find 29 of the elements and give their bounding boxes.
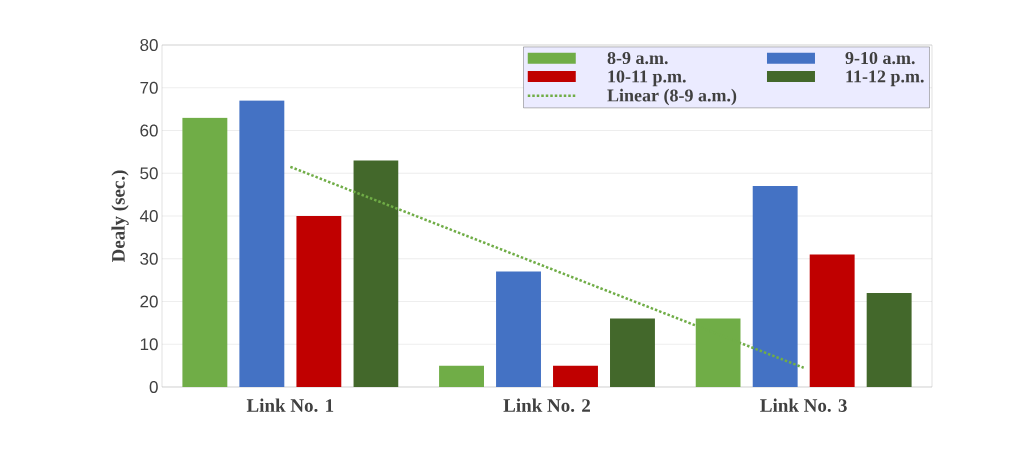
y-tick-label: 80 [140, 38, 158, 52]
bar [296, 216, 342, 387]
bar [809, 254, 855, 387]
bar [496, 271, 541, 387]
legend-label: 8-9 a.m. [607, 51, 668, 65]
legend-label: Linear (8-9 a.m.) [607, 88, 737, 106]
y-axis-title: Dealy (sec.) [111, 170, 129, 263]
y-tick-label: 0 [149, 380, 158, 394]
bar [182, 117, 228, 387]
x-tick-label: Link No. 3 [760, 398, 847, 412]
y-tick-label: 40 [139, 209, 158, 223]
y-tick-label: 50 [140, 167, 158, 180]
x-tick-label: Link No. 2 [503, 398, 590, 412]
bar [439, 365, 484, 387]
legend-label: 11-12 p.m. [846, 70, 924, 87]
bar [553, 365, 598, 387]
legend-label: 10-11 p.m. [608, 70, 686, 87]
bar [752, 186, 798, 387]
bar [610, 318, 655, 387]
y-tick-label: 70 [140, 81, 158, 94]
y-tick-label: 20 [140, 295, 158, 308]
x-tick-label: Link No. 1 [246, 398, 334, 412]
bar [353, 160, 399, 387]
y-tick-label: 10 [140, 338, 158, 351]
legend-label: 9-10 a.m. [845, 51, 915, 65]
bar [866, 292, 912, 387]
bar [239, 100, 285, 387]
y-tick-label: 30 [140, 252, 158, 265]
y-tick-label: 60 [140, 124, 158, 137]
